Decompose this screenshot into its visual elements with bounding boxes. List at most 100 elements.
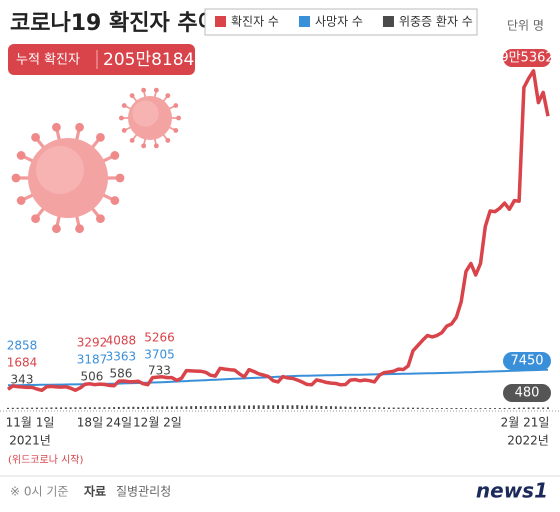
bar [402, 407, 405, 409]
bar [127, 406, 130, 409]
bar [238, 405, 241, 409]
bar [373, 407, 376, 409]
bar [166, 406, 169, 409]
bar [281, 405, 284, 409]
bar [421, 407, 424, 409]
virus-spike-tip [52, 224, 61, 234]
bar [11, 407, 14, 409]
virus-illustration [11, 87, 182, 234]
value-pill-label: 7450 [510, 354, 543, 369]
bar [16, 407, 19, 409]
bar [407, 407, 410, 409]
bar [325, 406, 328, 409]
data-label: 5266 [144, 331, 175, 345]
bar [35, 407, 38, 409]
data-label: 3363 [106, 350, 137, 364]
bar [431, 408, 434, 409]
virus-shade [132, 100, 159, 127]
data-label: 343 [11, 373, 34, 387]
bar [513, 407, 516, 409]
bar [195, 406, 198, 409]
bar [93, 407, 96, 409]
bar [305, 405, 308, 409]
virus-spike-tip [173, 103, 179, 109]
legend-swatch [382, 16, 394, 27]
bar [204, 406, 207, 409]
bar [383, 407, 386, 409]
bar [363, 406, 366, 409]
x-tick-label: 18일 [77, 416, 103, 430]
bar [378, 407, 381, 409]
virus-spike-tip [176, 115, 182, 121]
legend-label: 위중증 환자 수 [399, 15, 473, 29]
virus-spike-tip [11, 173, 21, 183]
footer-source-label: 자료 [84, 484, 106, 499]
bar [387, 407, 390, 409]
x-tick-label: 2월 21일 [501, 416, 550, 430]
virus-spike-tip [16, 196, 26, 205]
note-label: (위드코로나 시작) [8, 453, 83, 466]
bar [170, 406, 173, 409]
bar [465, 408, 468, 409]
data-label: 2858 [7, 339, 38, 353]
virus-spike-tip [165, 137, 171, 143]
bar [69, 407, 72, 409]
value-pill [503, 352, 551, 370]
virus-spike-tip [16, 151, 26, 160]
bar [547, 407, 549, 409]
badge [8, 44, 195, 75]
bar [79, 407, 82, 409]
virus-spike-tip [165, 93, 171, 99]
bar [209, 405, 212, 409]
bar [474, 408, 477, 409]
bar [508, 407, 511, 409]
virus-spike-tip [121, 103, 127, 109]
bar [262, 405, 265, 409]
data-label: 506 [81, 370, 104, 384]
virus-spike-tip [52, 122, 61, 132]
virus-spike-tip [110, 151, 120, 160]
virus-spike-tip [110, 196, 120, 205]
bar [248, 405, 251, 409]
year-label: 2021년 [9, 434, 51, 448]
bar [489, 408, 492, 409]
bar [243, 405, 246, 409]
value-pill [503, 49, 551, 67]
virus-spike-tip [129, 137, 135, 143]
virus-spike-tip [121, 127, 127, 133]
legend-label: 확진자 수 [231, 15, 279, 29]
bar [392, 407, 395, 409]
bar [349, 406, 352, 409]
bar [315, 405, 318, 409]
bar [214, 405, 217, 409]
badge-label: 누적 확진자 [16, 53, 80, 68]
data-label: 1684 [7, 356, 38, 370]
virus-spike-tip [115, 173, 125, 183]
footer-source: 질병관리청 [116, 485, 171, 499]
bar [108, 407, 111, 409]
bar [291, 405, 294, 409]
bar [518, 407, 521, 409]
bar [45, 407, 48, 409]
bar [368, 407, 371, 409]
bar [219, 406, 222, 409]
bar [272, 405, 275, 409]
bar [484, 408, 487, 409]
bar [426, 407, 429, 409]
data-label: 733 [148, 364, 171, 378]
bar [199, 406, 202, 409]
virus-spike-tip [75, 224, 84, 234]
virus-spike-tip [141, 143, 147, 149]
bar [286, 405, 289, 409]
bar [40, 407, 43, 409]
virus-spike-tip [118, 115, 124, 121]
x-tick-label: 12월 2일 [133, 416, 182, 430]
value-pill [503, 384, 551, 402]
bar [460, 408, 463, 409]
legend-swatch [298, 16, 310, 27]
virus-shade [36, 146, 84, 194]
bar [146, 406, 149, 409]
bar [455, 408, 458, 409]
bar [542, 407, 545, 409]
virus-spike-tip [31, 132, 40, 142]
